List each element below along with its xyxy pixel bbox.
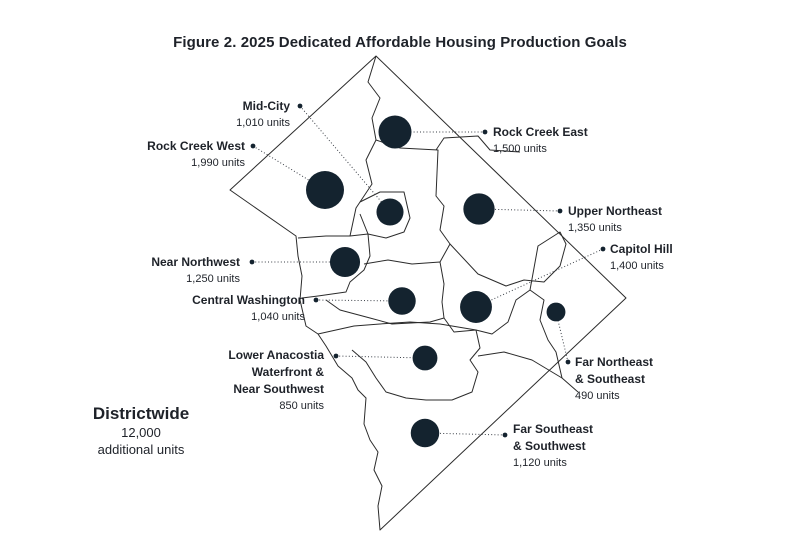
bubble-mid-city [376,198,404,226]
leader-line-far-northeast [555,311,569,363]
area-name: Upper Northeast [568,204,663,218]
leader-dot-mid-city [297,103,303,109]
area-units: 1,250 units [186,273,240,285]
bubble-far-southeast [410,418,440,448]
area-units: 1,120 units [513,457,567,469]
area-name-line: Waterfront & [251,365,324,379]
leader-line-far-southeast [424,432,506,436]
area-units: 1,400 units [610,260,664,272]
bubble-central-washington [388,287,416,315]
boundary-lower-anacostia [317,321,481,401]
label-capitol-hill: Capitol Hill 1,400 units [610,241,730,275]
area-name: Capitol Hill [610,242,673,256]
area-units: 1,010 units [236,117,290,129]
leader-dot-central-washington [313,297,319,303]
bubble-near-northwest [329,246,361,278]
label-rock-creek-west: Rock Creek West 1,990 units [100,138,245,172]
boundary-capitol-hill [439,231,567,335]
area-name: Mid-City [242,99,290,113]
boundary-rock-creek-east [375,139,451,245]
label-near-northwest: Near Northwest 1,250 units [100,254,240,288]
leader-line-rock-creek-west [252,145,326,191]
area-name: Central Washington [192,293,305,307]
label-upper-northeast: Upper Northeast 1,350 units [568,203,708,237]
bubble-capitol-hill [460,291,492,323]
districtwide-title: Districtwide [92,404,190,423]
leader-dot-upper-northeast [557,208,563,214]
districtwide-amount: 12,000 [121,425,161,440]
boundary-upper-northeast [435,135,521,153]
boundary-far-northeast [529,289,563,379]
bubble-lower-anacostia [412,345,438,371]
area-name-line: & Southeast [575,372,646,386]
label-central-washington: Central Washington 1,040 units [140,292,305,326]
leader-dot-rock-creek-east [482,129,488,135]
leader-line-lower-anacostia [335,355,426,359]
area-units: 1,990 units [191,157,245,169]
area-name-line: Far Southeast [513,422,594,436]
area-name-line: Lower Anacostia [228,348,324,362]
leader-dot-lower-anacostia [333,353,339,359]
districtwide-summary: Districtwide 12,000 additional units [76,404,206,458]
districtwide-note: additional units [97,442,185,457]
leader-line-mid-city [299,105,391,213]
leader-dot-far-northeast [565,359,571,365]
leader-dot-near-northwest [249,259,255,265]
boundary-far-southeast [477,351,579,393]
area-units: 1,500 units [493,143,547,155]
leader-dot-rock-creek-west [250,143,256,149]
area-name: Near Northwest [151,255,240,269]
area-name-line: Near Southwest [233,382,324,396]
bubble-rock-creek-west [306,171,344,209]
label-far-southeast: Far Southeast & Southwest 1,120 units [513,421,643,472]
boundary-central-washington [325,259,445,325]
area-units: 1,350 units [568,222,622,234]
label-mid-city: Mid-City 1,010 units [150,98,290,132]
label-rock-creek-east: Rock Creek East 1,500 units [493,124,633,158]
bubble-far-northeast [546,302,566,322]
area-units: 490 units [575,390,620,402]
bubble-rock-creek-east [378,115,412,149]
figure-title: Figure 2. 2025 Dedicated Affordable Hous… [173,34,627,51]
label-far-northeast: Far Northeast & Southeast 490 units [575,354,705,405]
label-lower-anacostia: Lower Anacostia Waterfront & Near Southw… [190,347,324,415]
leader-line-capitol-hill [475,248,604,308]
dc-outer-boundary [229,55,627,531]
bubble-upper-northeast [463,193,495,225]
area-name: Rock Creek West [147,139,245,153]
leader-dot-far-southeast [502,432,508,438]
area-units: 850 units [279,400,324,412]
boundary-mid-city [359,191,411,239]
boundary-rock-creek-west [349,55,381,237]
area-name: Rock Creek East [493,125,588,139]
leader-dot-capitol-hill [600,246,606,252]
area-name-line: & Southwest [513,439,586,453]
area-units: 1,040 units [251,311,305,323]
area-name-line: Far Northeast [575,355,654,369]
